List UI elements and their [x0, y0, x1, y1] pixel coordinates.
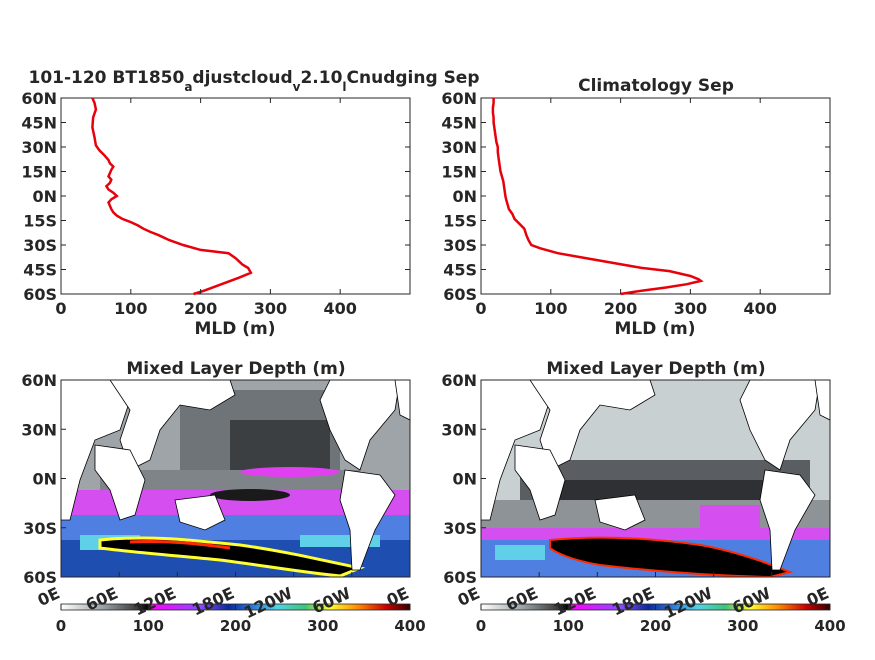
colorbar-tick-label-left: 0 [56, 617, 66, 635]
colorbar-tick-label-right: 400 [814, 617, 845, 635]
map-ytick-label-left: 30S [23, 519, 57, 538]
profile-xtick-label-right: 300 [674, 299, 707, 318]
map-ytick-label-left: 60N [21, 371, 57, 390]
colorbar-tick-label-right: 200 [640, 617, 671, 635]
profile-xtick-label-right: 200 [604, 299, 637, 318]
profile-xtick-label-right: 100 [534, 299, 567, 318]
colorbar-tick-label-left: 100 [133, 617, 164, 635]
profile-ytick-label-left: 45S [23, 261, 57, 280]
profile-ytick-label-left: 15S [23, 212, 57, 231]
profile-xlabel-right: MLD (m) [614, 319, 695, 339]
map-xtick-label-right: 0E [455, 583, 483, 610]
map-panel-left: Mixed Layer Depth (m) [60, 359, 411, 578]
profile-ytick-label-right: 15S [443, 212, 477, 231]
profile-ytick-label-left: 30S [23, 236, 57, 255]
profile-ytick-label-right: 45N [441, 114, 477, 133]
profile-ytick-label-right: 15N [441, 163, 477, 182]
map-xtick-label-right: 60W [729, 583, 774, 617]
map-ytick-label-right: 30N [441, 420, 477, 439]
profile-xtick-label-left: 100 [114, 299, 147, 318]
map-xtick-label-right: 180E [609, 583, 657, 619]
profile-xtick-label-left: 300 [254, 299, 287, 318]
profile-title-right: Climatology Sep [578, 76, 734, 96]
map-ytick-label-left: 30N [21, 420, 57, 439]
map-ytick-label-left: 60S [23, 568, 57, 587]
map-xtick-label-left: 60W [309, 583, 354, 617]
colorbar-tick-label-left: 200 [220, 617, 251, 635]
map-field-left [61, 380, 410, 577]
colorbar-tick-label-right: 300 [727, 617, 758, 635]
profile-title-left: 101-120 BT1850adjustcloudv2.10lCnudging … [28, 68, 479, 94]
profile-ytick-label-right: 30S [443, 236, 477, 255]
profile-ytick-label-left: 15N [21, 163, 57, 182]
profile-ytick-label-right: 60N [441, 89, 477, 108]
map-xtick-label-right: 120E [551, 583, 599, 619]
colorbar-tick-label-right: 0 [476, 617, 486, 635]
profile-plot-area-left [60, 97, 411, 295]
map-panel-right: Mixed Layer Depth (m) [480, 359, 831, 578]
profile-xtick-label-right: 400 [743, 299, 776, 318]
colorbar-tick-label-right: 100 [553, 617, 584, 635]
colorbar-tick-label-left: 300 [307, 617, 338, 635]
profile-plot-area-right [480, 97, 831, 295]
profile-ytick-label-right: 60S [443, 285, 477, 304]
profile-ytick-label-left: 45N [21, 114, 57, 133]
profile-xlabel-left: MLD (m) [194, 319, 275, 339]
profile-line-left [91, 97, 253, 296]
map-ytick-label-right: 60N [441, 371, 477, 390]
map-ytick-label-right: 60S [443, 568, 477, 587]
profile-xtick-label-left: 0 [55, 299, 66, 318]
profile-panel-right: Climatology Sep MLD (m) [480, 76, 831, 339]
colorbar-tick-label-left: 400 [394, 617, 425, 635]
profile-xtick-label-left: 200 [184, 299, 217, 318]
profile-ytick-label-left: 0N [32, 187, 57, 206]
profile-line-right [491, 98, 704, 296]
profile-xtick-label-left: 400 [323, 299, 356, 318]
map-field-right [481, 380, 830, 577]
map-ytick-label-left: 0N [32, 470, 57, 489]
map-xtick-label-left: 0E [35, 583, 63, 610]
profile-xtick-label-right: 0 [475, 299, 486, 318]
map-ytick-label-right: 0N [452, 470, 477, 489]
profile-ytick-label-left: 60S [23, 285, 57, 304]
map-xtick-label-left: 180E [189, 583, 237, 619]
profile-ytick-label-right: 0N [452, 187, 477, 206]
map-ytick-label-right: 30S [443, 519, 477, 538]
map-title-left: Mixed Layer Depth (m) [126, 359, 345, 379]
profile-ytick-label-left: 30N [21, 138, 57, 157]
profile-ytick-label-left: 60N [21, 89, 57, 108]
profile-ytick-label-right: 30N [441, 138, 477, 157]
map-xtick-label-left: 120E [131, 583, 179, 619]
profile-ytick-label-right: 45S [443, 261, 477, 280]
map-title-right: Mixed Layer Depth (m) [546, 359, 765, 379]
